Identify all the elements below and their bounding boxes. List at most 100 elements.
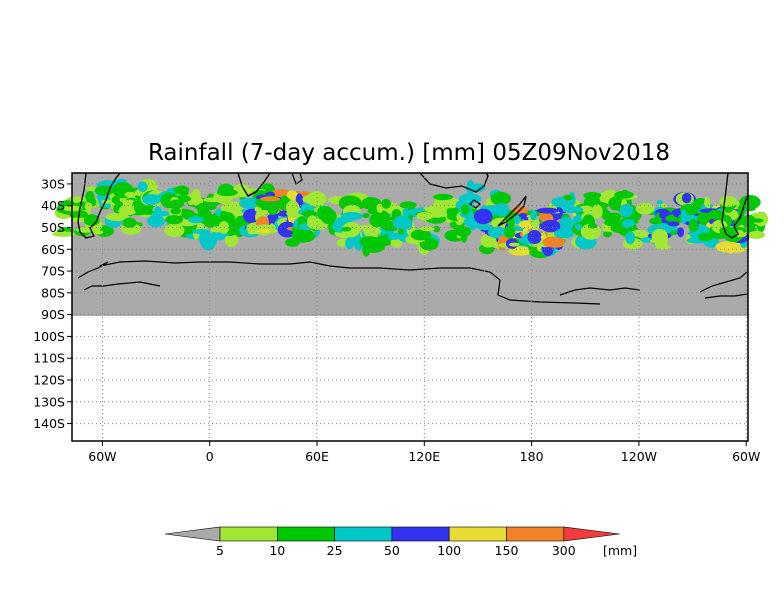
lat-tick-label: 70S: [41, 264, 65, 279]
south-america-coast-east: [721, 172, 748, 239]
rain-cell: [142, 194, 161, 205]
rain-cell: [363, 225, 374, 237]
rain-cell: [518, 213, 528, 218]
rain-cell: [387, 232, 401, 240]
rain-cell: [345, 238, 354, 250]
australia-coast: [419, 172, 489, 193]
lon-tick-label: 180: [520, 449, 544, 464]
colorbar-high-triangle: [563, 526, 620, 542]
rain-cell: [497, 235, 507, 251]
rain-cell: [651, 228, 668, 245]
rain-cell: [529, 220, 537, 226]
rain-cell: [726, 239, 736, 254]
rain-cell: [514, 215, 521, 225]
new-zealand-coast: [497, 195, 527, 227]
rain-cell: [307, 215, 318, 229]
rain-cell: [302, 194, 326, 205]
rain-cell: [115, 201, 124, 208]
rain-cell: [218, 221, 230, 234]
lon-tick-label: 60W: [88, 449, 116, 464]
rain-cell: [504, 225, 516, 239]
lon-tick-label: 0: [206, 449, 214, 464]
colorbar-threshold-label: 150: [495, 543, 519, 558]
rain-cell: [84, 201, 93, 211]
colorbar-threshold-label: 50: [384, 543, 400, 558]
rain-cell: [527, 230, 542, 244]
rain-cell: [285, 200, 300, 216]
antarctica-coast: [99, 260, 601, 305]
rain-cell: [165, 215, 183, 225]
rain-cell: [168, 199, 185, 209]
colorbar-threshold-label: 10: [269, 543, 285, 558]
rain-cell: [433, 225, 441, 233]
rain-cell: [574, 223, 583, 231]
lon-tick-label: 120E: [408, 449, 440, 464]
rain-cell: [200, 234, 216, 251]
colorbar-swatch: [276, 526, 335, 542]
rain-cell: [681, 192, 692, 204]
rain-cell: [166, 227, 184, 232]
rain-cell: [191, 229, 211, 234]
rain-cell: [376, 203, 384, 213]
colorbar-threshold-label: 25: [327, 543, 343, 558]
rain-cell: [374, 228, 382, 235]
rain-cell: [635, 202, 655, 215]
rain-cell: [583, 192, 602, 199]
rain-cell: [188, 216, 204, 224]
rain-cell: [530, 210, 537, 221]
rain-layer: [52, 178, 769, 259]
lat-tick-label: 130S: [33, 394, 65, 409]
africa-coast: [237, 172, 271, 197]
rain-cell: [216, 189, 238, 197]
colorbar-unit: [mm]: [603, 543, 637, 558]
lat-tick-label: 60S: [41, 242, 65, 257]
graticule: [72, 173, 748, 441]
colorbar-low-triangle: [164, 526, 221, 542]
rain-cell: [362, 213, 370, 219]
rain-cell: [603, 230, 612, 238]
rain-cell: [750, 218, 764, 223]
rain-cell: [393, 215, 412, 230]
rain-cell: [147, 214, 165, 228]
rain-cell: [191, 189, 201, 205]
rain-cell: [224, 233, 239, 248]
colorbar-swatch: [334, 526, 393, 542]
rain-cell: [606, 212, 622, 221]
colorbar-threshold-label: 5: [216, 543, 224, 558]
lon-tick-label: 60E: [305, 449, 329, 464]
rain-cell: [419, 226, 435, 232]
rain-cell: [416, 212, 434, 221]
rain-cell: [154, 206, 162, 216]
rain-cell: [688, 219, 699, 232]
rain-cell: [398, 228, 404, 235]
rain-cell: [341, 226, 352, 232]
rain-cell: [541, 219, 561, 233]
rain-cell: [685, 214, 694, 219]
coastline-layer: [77, 172, 748, 305]
rain-cell: [667, 221, 680, 227]
rain-cell: [52, 231, 76, 237]
rain-cell: [269, 223, 276, 235]
rain-cell: [619, 203, 634, 218]
rain-cell: [94, 185, 114, 196]
south-america-coast-west: [77, 172, 121, 239]
antarctic-peninsula-coast: [77, 261, 161, 291]
rain-cell: [122, 217, 137, 228]
rain-cell: [562, 206, 584, 214]
rain-cell: [361, 197, 382, 210]
rain-cell: [461, 204, 470, 215]
rain-cell: [735, 229, 745, 238]
rain-cell: [554, 228, 574, 239]
rain-cell: [558, 216, 574, 233]
map-plot-area: [52, 172, 769, 442]
rain-cell: [719, 226, 733, 235]
lon-tick-label: 120W: [621, 449, 657, 464]
rain-cell: [267, 214, 275, 220]
rain-cell: [455, 226, 472, 237]
rain-cell: [603, 189, 618, 199]
rain-cell: [508, 246, 532, 256]
rain-cell: [320, 208, 337, 225]
rain-cell: [410, 229, 432, 241]
rain-cell: [124, 191, 137, 198]
lat-tick-label: 120S: [33, 372, 65, 387]
